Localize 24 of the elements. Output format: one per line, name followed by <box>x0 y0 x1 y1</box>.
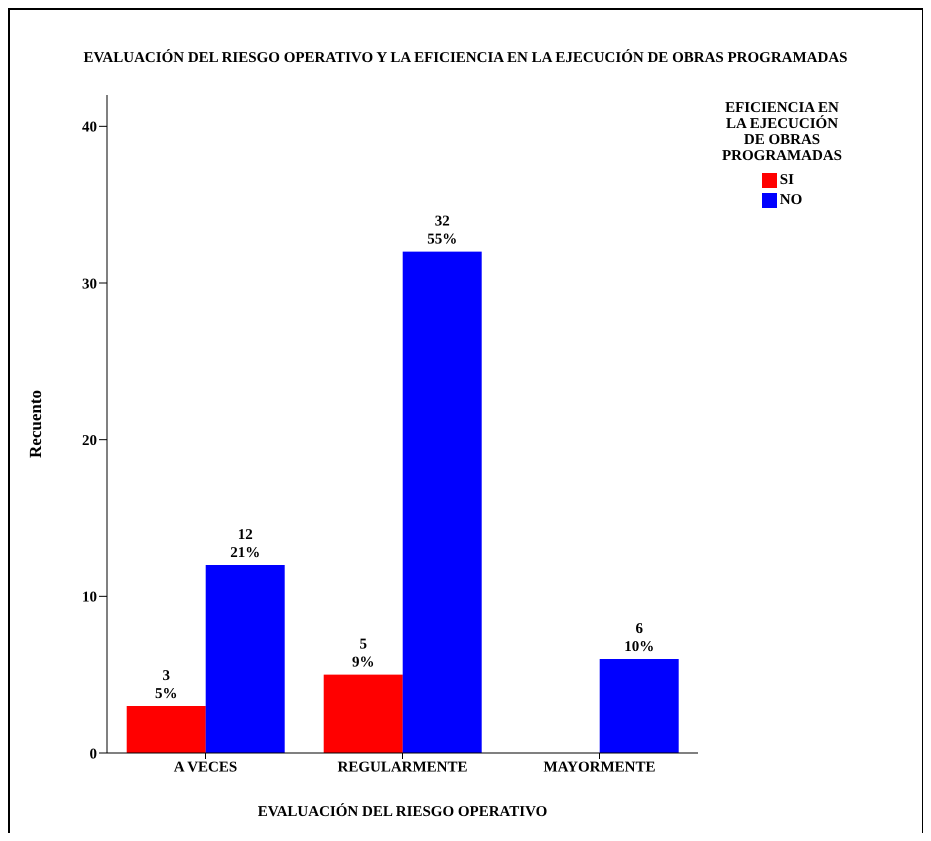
y-tick-label: 0 <box>90 746 97 762</box>
x-axis-title: EVALUACIÓN DEL RIESGO OPERATIVO <box>258 803 548 820</box>
bar <box>600 659 679 753</box>
y-tick-label: 40 <box>82 120 97 136</box>
bar <box>402 252 482 753</box>
bar <box>206 565 285 753</box>
y-axis-title: Recuento <box>26 390 46 458</box>
x-tick-label: REGULARMENTE <box>337 760 468 776</box>
legend-label: SI <box>780 172 794 188</box>
bar <box>324 674 403 753</box>
y-tick-label: 20 <box>82 432 97 449</box>
bar <box>126 706 206 753</box>
data-label: 6 10% <box>624 621 654 655</box>
data-label: 3 5% <box>154 668 178 702</box>
y-tick-label: 10 <box>82 590 97 606</box>
data-label: 12 21% <box>230 527 260 561</box>
legend-label: NO <box>780 192 802 208</box>
chart-title: EVALUACIÓN DEL RIESGO OPERATIVO Y LA EFICIENCIA EN LA EJECUCIÓN DE OBRAS PROGRAMADAS <box>82 50 848 67</box>
data-label: 5 9% <box>352 636 374 671</box>
x-tick-label: A VECES <box>174 760 238 776</box>
data-label: 32 55% <box>427 214 458 248</box>
legend-title: EFICIENCIA EN LA EJECUCIÓN DE OBRAS PROGRAMADAS <box>722 100 842 164</box>
y-tick-label: 30 <box>82 276 97 292</box>
x-tick-label: MAYORMENTE <box>544 760 656 776</box>
